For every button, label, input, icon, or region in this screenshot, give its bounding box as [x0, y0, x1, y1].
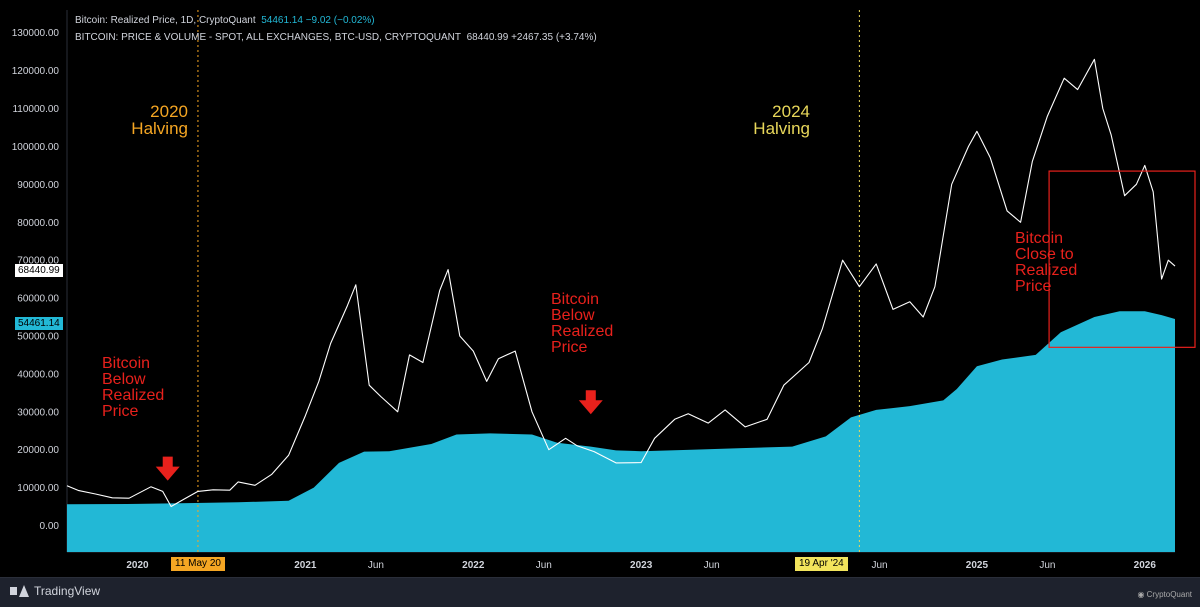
annotation-below-realized-2020: Bitcoin Below Realized Price [102, 355, 165, 420]
y-tick-label: 70000.00 [17, 256, 59, 267]
x-tick-label: Jun [871, 560, 887, 571]
realized-price-area [67, 311, 1175, 552]
red-arrow-down-icon [155, 456, 180, 481]
y-tick-label: 90000.00 [17, 180, 59, 191]
footer-bar: TradingView ◉ CryptoQuant [0, 577, 1200, 607]
legend-realized: Bitcoin: Realized Price, 1D, CryptoQuant… [75, 15, 375, 26]
y-tick-label: 30000.00 [17, 407, 59, 418]
halving-2020-date-tag: 11 May 20 [171, 557, 225, 571]
x-tick-label: 2021 [294, 560, 317, 571]
x-tick-label: 2023 [630, 560, 653, 571]
tradingview-icon [10, 585, 29, 597]
annotation-close-to-realized: Bitcoin Close to Realized Price [1015, 230, 1078, 295]
chart-canvas: 0.00 10000.00 20000.00 30000.00 40000.00 5000… [12, 10, 1196, 571]
halving-2024-label: 2024 Halving [753, 102, 810, 138]
y-tick-label: 50000.00 [17, 331, 59, 342]
legend-price-values: 68440.99 +2467.35 (+3.74%) [466, 32, 597, 43]
highlight-box [1048, 170, 1196, 348]
y-tick-label: 110000.00 [12, 104, 59, 115]
cryptoquant-icon: ◉ [1137, 590, 1147, 599]
halving-2020-label: 2020 Halving [131, 102, 188, 138]
halving-2024-date-tag: 19 Apr '24 [795, 557, 848, 571]
cryptoquant-brand: CryptoQuant [1146, 590, 1192, 599]
y-tick-label: 0.00 [40, 521, 60, 532]
y-tick-label: 40000.00 [17, 369, 59, 380]
x-tick-label: 2022 [462, 560, 485, 571]
legend-price: BITCOIN: PRICE & VOLUME - SPOT, ALL EXCH… [75, 32, 597, 43]
y-tick-label: 60000.00 [17, 294, 59, 305]
x-tick-label: Jun [536, 560, 552, 571]
x-tick-label: 2025 [966, 560, 989, 571]
tradingview-brand: TradingView [34, 584, 101, 598]
y-tick-label: 10000.00 [17, 483, 59, 494]
x-tick-label: Jun [704, 560, 720, 571]
tradingview-logo[interactable]: TradingView [10, 584, 100, 598]
x-tick-label: 2026 [1134, 560, 1157, 571]
y-tick-label: 120000.00 [12, 66, 60, 77]
y-tick-label: 100000.00 [12, 142, 60, 153]
legend-realized-label: Bitcoin: Realized Price, 1D, CryptoQuant [75, 15, 256, 26]
legend-realized-values: 54461.14 −9.02 (−0.02%) [261, 15, 375, 26]
x-tick-label: 2020 [126, 560, 149, 571]
annotation-below-realized-2022: Bitcoin Below Realized Price [551, 291, 614, 356]
y-tick-label: 20000.00 [17, 445, 59, 456]
current-realized-tag: 54461.14 [15, 317, 63, 330]
cryptoquant-logo: ◉ CryptoQuant [1137, 590, 1192, 599]
x-tick-label: Jun [1039, 560, 1055, 571]
y-tick-label: 130000.00 [12, 28, 60, 39]
y-tick-label: 80000.00 [17, 218, 59, 229]
red-arrow-down-icon [578, 390, 603, 415]
x-tick-label: Jun [368, 560, 384, 571]
current-price-tag: 68440.99 [15, 264, 63, 277]
price-line [66, 58, 1176, 508]
legend-price-label: BITCOIN: PRICE & VOLUME - SPOT, ALL EXCH… [75, 32, 462, 43]
